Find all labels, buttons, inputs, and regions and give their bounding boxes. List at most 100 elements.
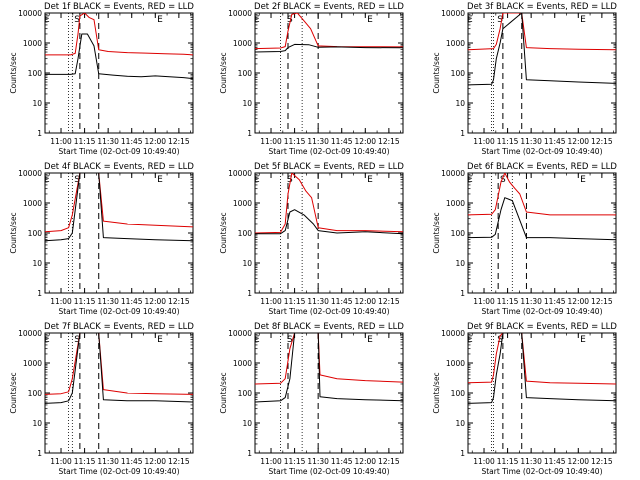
time-marker-label: E — [254, 15, 260, 25]
x-tick-label: 11:45 — [544, 297, 566, 306]
x-tick-label: 11:30 — [97, 297, 119, 306]
y-tick-label: 1 — [460, 449, 465, 458]
plot-frame — [44, 332, 194, 454]
detector-panel-1: Det 1f BLACK = Events, RED = LLD 1 10 100 10… — [9, 2, 194, 156]
x-tick-label: 11:15 — [284, 297, 306, 306]
series-line-lld — [468, 333, 616, 385]
y-tick-label: 100 — [451, 389, 466, 398]
series-group — [468, 13, 616, 86]
series-line-lld — [45, 173, 193, 233]
y-tick-label: 100 — [28, 229, 43, 238]
series-line-lld — [255, 13, 403, 50]
y-axis-label: Counts/sec — [432, 372, 441, 413]
x-tick-label: 12:00 — [354, 137, 376, 146]
x-tick-label: 12:15 — [591, 457, 613, 466]
x-tick-label: 11:15 — [74, 457, 96, 466]
panel-title: Det 1f BLACK = Events, RED = LLD — [44, 2, 194, 12]
plot-frame — [467, 172, 617, 294]
plot-frame — [254, 332, 404, 454]
y-axis-label: Counts/sec — [9, 52, 18, 93]
detector-panel-2: Det 2f BLACK = Events, RED = LLD 1 10 100 10… — [219, 2, 404, 156]
series-group — [255, 173, 403, 235]
y-axis-label: Counts/sec — [219, 372, 228, 413]
x-tick-label: 12:15 — [591, 137, 613, 146]
x-tick-label: 11:30 — [520, 457, 542, 466]
x-tick-label: 11:00 — [50, 297, 72, 306]
time-marker-label: E — [467, 335, 473, 345]
y-axis-label: Counts/sec — [432, 212, 441, 253]
time-marker-label: E — [157, 335, 163, 345]
detector-panel-9: Det 9f BLACK = Events, RED = LLD 1 10 100 10… — [432, 322, 617, 476]
x-tick-label: 11:15 — [284, 457, 306, 466]
series-line-events — [45, 333, 193, 404]
x-tick-label: 11:45 — [331, 297, 353, 306]
plot-frame — [254, 12, 404, 134]
series-line-events — [468, 13, 616, 86]
y-tick-label: 1 — [37, 449, 42, 458]
x-tick-label: 11:30 — [520, 137, 542, 146]
time-marker-label: E — [580, 335, 586, 345]
y-tick-label: 10000 — [441, 169, 465, 178]
time-marker-label: E — [254, 175, 260, 185]
time-marker-label: S — [500, 175, 506, 185]
panel-title: Det 3f BLACK = Events, RED = LLD — [467, 2, 617, 12]
plot-frame — [467, 12, 617, 134]
y-axis-label: Counts/sec — [219, 52, 228, 93]
y-tick-label: 10 — [32, 419, 42, 428]
series-line-events — [255, 209, 403, 235]
plot-frame — [467, 332, 617, 454]
y-tick-label: 1000 — [446, 39, 465, 48]
time-marker-label: S — [287, 335, 293, 345]
x-tick-label: 12:15 — [168, 137, 190, 146]
series-group — [255, 333, 403, 403]
plot-frame — [44, 172, 194, 294]
y-tick-label: 1000 — [23, 39, 42, 48]
y-tick-label: 10 — [455, 419, 465, 428]
x-axis-label: Start Time (02-Oct-09 10:49:40) — [481, 147, 602, 156]
x-tick-label: 11:00 — [260, 457, 282, 466]
y-tick-label: 100 — [28, 69, 43, 78]
x-tick-label: 11:15 — [284, 137, 306, 146]
series-line-lld — [255, 173, 403, 234]
detector-panel-4: Det 4f BLACK = Events, RED = LLD 1 10 100 10… — [9, 162, 194, 316]
y-tick-label: 1000 — [233, 39, 252, 48]
time-marker-label: E — [44, 15, 50, 25]
time-marker-label: E — [44, 175, 50, 185]
x-tick-label: 11:45 — [121, 137, 143, 146]
detector-panel-5: Det 5f BLACK = Events, RED = LLD 1 10 100 10… — [219, 162, 404, 316]
panel-title: Det 2f BLACK = Events, RED = LLD — [254, 2, 404, 12]
time-marker-label: E — [580, 175, 586, 185]
series-group — [45, 13, 193, 80]
series-group — [45, 173, 193, 242]
y-tick-label: 10000 — [18, 329, 42, 338]
y-axis-label: Counts/sec — [9, 212, 18, 253]
x-tick-label: 11:45 — [121, 297, 143, 306]
x-axis-label: Start Time (02-Oct-09 10:49:40) — [268, 467, 389, 476]
x-tick-label: 12:15 — [378, 457, 400, 466]
y-tick-label: 1 — [247, 289, 252, 298]
x-tick-label: 12:00 — [354, 457, 376, 466]
y-tick-label: 10 — [242, 99, 252, 108]
y-tick-label: 100 — [451, 69, 466, 78]
x-tick-label: 11:15 — [74, 137, 96, 146]
y-tick-label: 100 — [28, 389, 43, 398]
x-tick-label: 12:00 — [567, 137, 589, 146]
time-marker-label: E — [367, 175, 373, 185]
series-group — [45, 333, 193, 404]
series-line-lld — [468, 13, 616, 51]
x-tick-label: 12:15 — [378, 297, 400, 306]
y-tick-label: 1000 — [233, 359, 252, 368]
series-line-events — [45, 173, 193, 242]
series-group — [255, 13, 403, 53]
time-marker-label: E — [467, 175, 473, 185]
y-tick-label: 10 — [32, 99, 42, 108]
x-tick-label: 11:15 — [497, 137, 519, 146]
x-axis-label: Start Time (02-Oct-09 10:49:40) — [58, 467, 179, 476]
y-tick-label: 10000 — [441, 329, 465, 338]
time-marker-label: E — [254, 335, 260, 345]
panel-title: Det 5f BLACK = Events, RED = LLD — [254, 162, 404, 172]
series-group — [468, 333, 616, 404]
y-tick-label: 10 — [455, 259, 465, 268]
series-line-events — [255, 333, 403, 403]
x-tick-label: 11:30 — [97, 457, 119, 466]
